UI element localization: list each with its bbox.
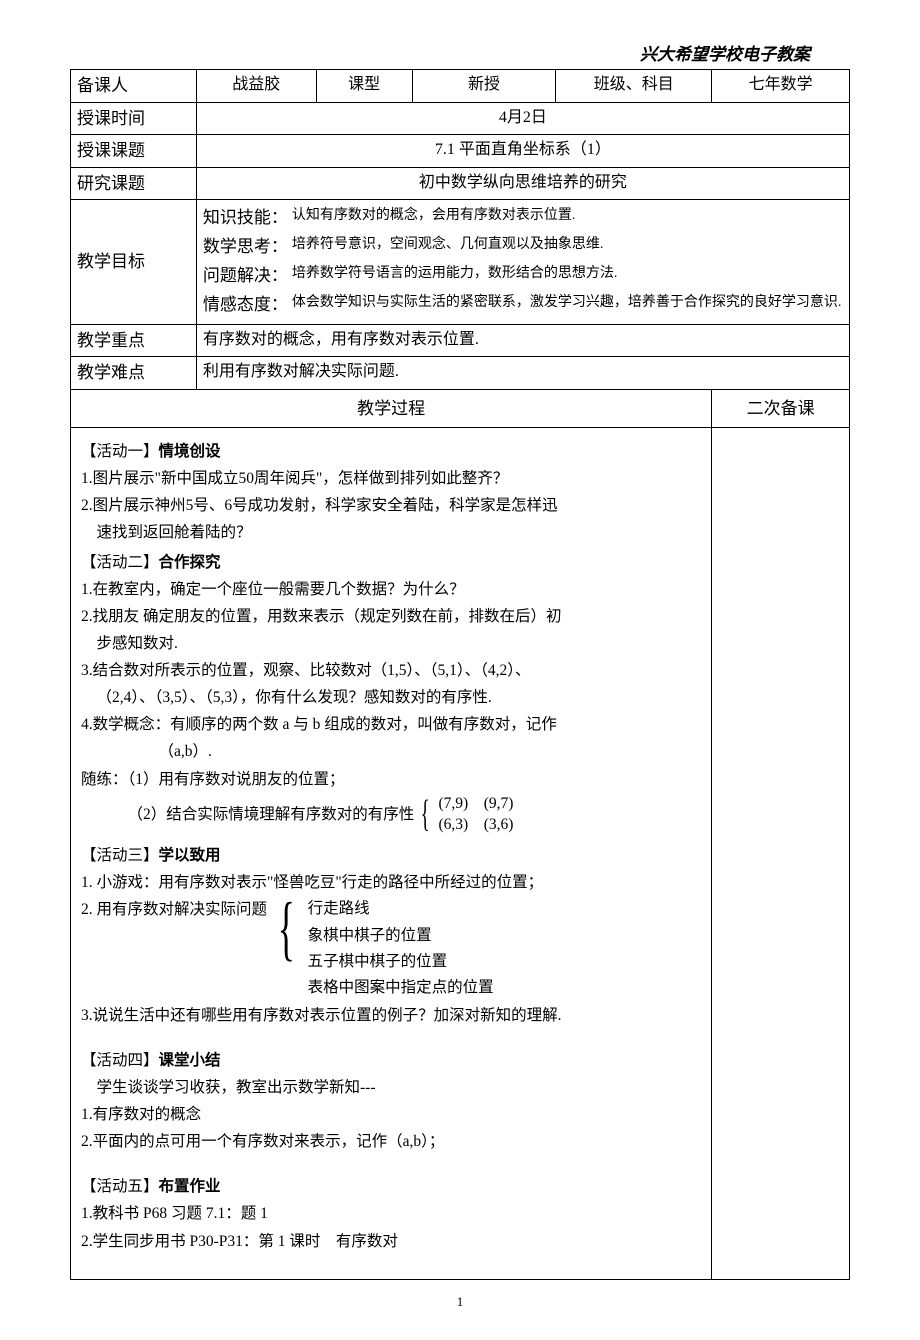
brace-pair2: (6,3) (3,6) [439,814,514,836]
act2-line4b: （a,b）. [81,738,701,765]
act3-brace-c: 五子棋中棋子的位置 [308,949,494,975]
research-value: 初中数学纵向思维培养的研究 [196,167,849,200]
act3-line2-row: 2. 用有序数对解决实际问题 { 行走路线 象棋中棋子的位置 五子棋中棋子的位置… [81,896,701,1001]
act4-line2: 1.有序数对的概念 [81,1101,701,1128]
act3-brace-d: 表格中图案中指定点的位置 [308,975,494,1001]
act3-line2-prefix: 2. 用有序数对解决实际问题 [81,896,267,923]
act3-brace-a: 行走路线 [308,896,494,922]
difficulty-row: 教学难点 利用有序数对解决实际问题. [71,357,850,390]
topic-value: 7.1 平面直角坐标系（1） [196,135,849,168]
act2-line1: 1.在教室内，确定一个座位一般需要几个数据？为什么？ [81,576,701,603]
research-label: 研究课题 [71,167,197,200]
goal-label-0: 知识技能： [203,204,288,233]
brace-icon-large: { [278,892,295,964]
act5-line2: 2.学生同步用书 P30-P31：第 1 课时 有序数对 [81,1228,701,1255]
act1-title: 【活动一】情境创设 [81,438,701,465]
time-value: 4月2日 [196,102,849,135]
process-header-main: 教学过程 [71,389,712,428]
goal-text-3: 体会数学知识与实际生活的紧密联系，激发学习兴趣，培养善于合作探究的良好学习意识. [292,291,843,315]
goals-label: 教学目标 [71,200,197,325]
info-row-2: 授课时间 4月2日 [71,102,850,135]
class-label: 班级、科目 [556,70,712,103]
class-value: 七年数学 [712,70,850,103]
process-main-cell: 【活动一】情境创设 1.图片展示"新中国成立50周年阅兵"，怎样做到排列如此整齐… [71,428,712,1280]
goal-text-2: 培养数学符号语言的运用能力，数形结合的思想方法. [292,262,843,286]
type-label: 课型 [316,70,412,103]
preparer-value: 战益胶 [196,70,316,103]
process-side-cell [712,428,850,1280]
act2-practice2-row: （2）结合实际情境理解有序数对的有序性 { (7,9) (9,7) (6,3) … [81,793,701,836]
difficulty-label: 教学难点 [71,357,197,390]
act2-line2a: 2.找朋友 确定朋友的位置，用数来表示（规定列数在前，排数在后）初 [81,603,701,630]
act2-practice1: 随练：（1）用有序数对说朋友的位置； [81,766,701,793]
act1-line2b: 速找到返回舱着陆的？ [81,519,701,546]
act3-brace: { 行走路线 象棋中棋子的位置 五子棋中棋子的位置 表格中图案中指定点的位置 [267,896,494,1001]
act1-line2a: 2.图片展示神州5号、6号成功发射，科学家安全着陆，科学家是怎样迅 [81,492,701,519]
goals-row: 教学目标 知识技能：认知有序数对的概念，会用有序数对表示位置. 数学思考：培养符… [71,200,850,325]
school-header: 兴大希望学校电子教案 [70,40,850,65]
difficulty-value: 利用有序数对解决实际问题. [196,357,849,390]
act3-brace-b: 象棋中棋子的位置 [308,923,494,949]
brace-pair1: (7,9) (9,7) [439,793,514,815]
brace-icon: { [421,795,430,833]
info-row-4: 研究课题 初中数学纵向思维培养的研究 [71,167,850,200]
act1-line1: 1.图片展示"新中国成立50周年阅兵"，怎样做到排列如此整齐？ [81,465,701,492]
info-row-1: 备课人 战益胶 课型 新授 班级、科目 七年数学 [71,70,850,103]
act3-line3: 3.说说生活中还有哪些用有序数对表示位置的例子？加深对新知的理解. [81,1002,701,1029]
goal-text-1: 培养符号意识，空间观念、几何直观以及抽象思维. [292,233,843,257]
act4-title: 【活动四】课堂小结 [81,1047,701,1074]
focus-label: 教学重点 [71,324,197,357]
act4-line3: 2.平面内的点可用一个有序数对来表示，记作（a,b）； [81,1128,701,1155]
focus-row: 教学重点 有序数对的概念，用有序数对表示位置. [71,324,850,357]
act5-line1: 1.教科书 P68 习题 7.1：题 1 [81,1200,701,1227]
preparer-label: 备课人 [71,70,197,103]
act5-title: 【活动五】布置作业 [81,1173,701,1200]
goal-label-2: 问题解决： [203,262,288,291]
goal-label-1: 数学思考： [203,233,288,262]
act2-brace: { (7,9) (9,7) (6,3) (3,6) [414,793,513,836]
act3-line1: 1. 小游戏：用有序数对表示"怪兽吃豆"行走的路径中所经过的位置； [81,869,701,896]
act2-line3a: 3.结合数对所表示的位置，观察、比较数对（1,5）、（5,1）、（4,2）、 [81,657,701,684]
goals-content: 知识技能：认知有序数对的概念，会用有序数对表示位置. 数学思考：培养符号意识，空… [196,200,849,325]
act2-practice2: （2）结合实际情境理解有序数对的有序性 [128,801,415,828]
topic-label: 授课课题 [71,135,197,168]
act2-title: 【活动二】合作探究 [81,549,701,576]
act3-title: 【活动三】学以致用 [81,842,701,869]
process-header-row: 教学过程 二次备课 [71,389,850,428]
info-row-3: 授课课题 7.1 平面直角坐标系（1） [71,135,850,168]
act2-line4a: 4.数学概念：有顺序的两个数 a 与 b 组成的数对，叫做有序数对，记作 [81,711,701,738]
process-body-row: 【活动一】情境创设 1.图片展示"新中国成立50周年阅兵"，怎样做到排列如此整齐… [71,428,850,1280]
act4-line1: 学生谈谈学习收获，教室出示数学新知--- [81,1074,701,1101]
process-header-side: 二次备课 [712,389,850,428]
act2-line3b: （2,4）、（3,5）、（5,3），你有什么发现？感知数对的有序性. [81,684,701,711]
type-value: 新授 [412,70,556,103]
lesson-plan-table: 备课人 战益胶 课型 新授 班级、科目 七年数学 授课时间 4月2日 授课课题 … [70,69,850,1280]
act2-line2b: 步感知数对. [81,630,701,657]
goal-label-3: 情感态度： [203,291,288,320]
time-label: 授课时间 [71,102,197,135]
goal-text-0: 认知有序数对的概念，会用有序数对表示位置. [292,204,843,228]
focus-value: 有序数对的概念，用有序数对表示位置. [196,324,849,357]
